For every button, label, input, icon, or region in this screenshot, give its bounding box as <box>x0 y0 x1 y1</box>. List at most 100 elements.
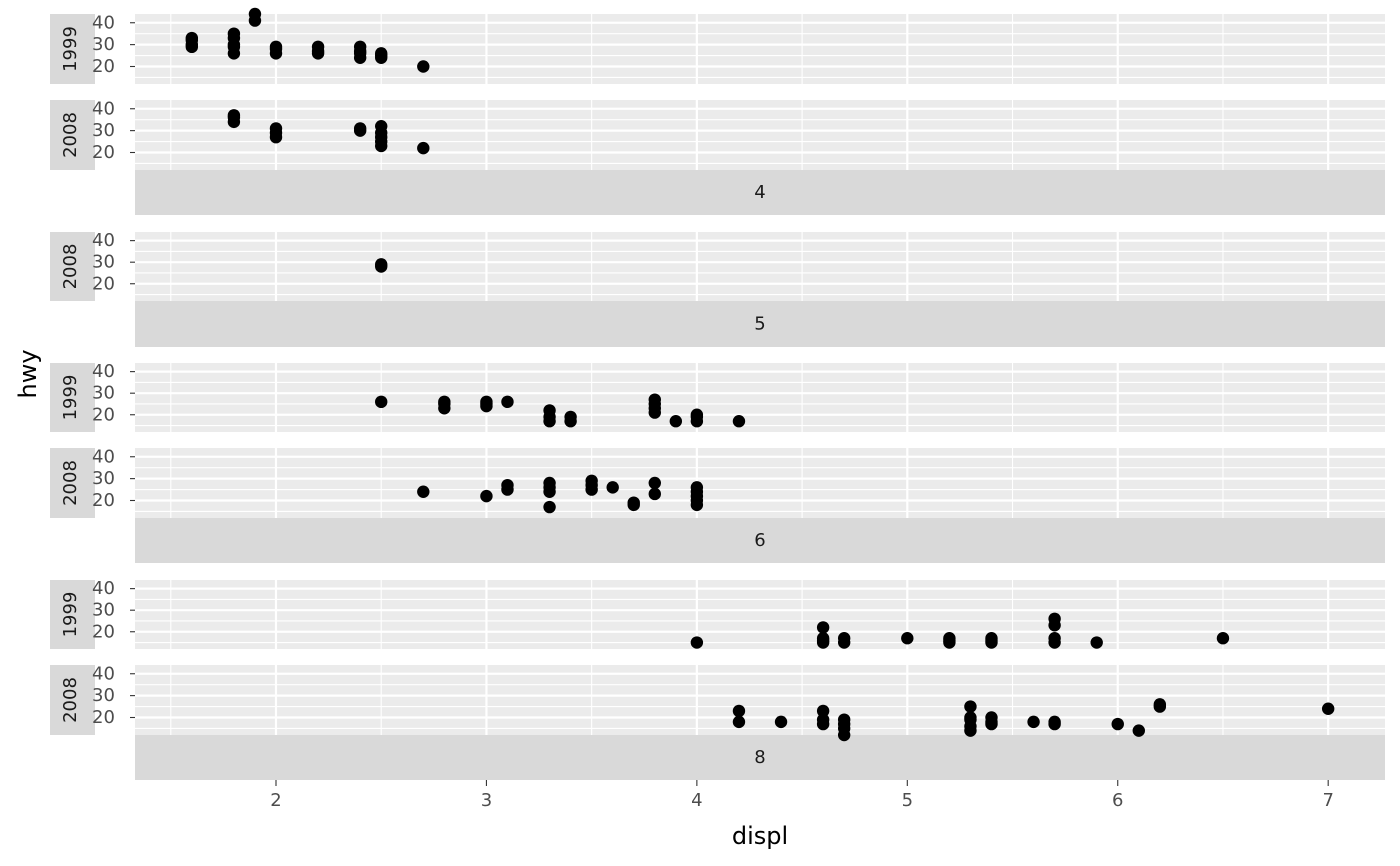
panel-background <box>135 665 1385 735</box>
year-strip-label: 1999 <box>60 592 81 638</box>
data-point <box>269 122 283 135</box>
data-point <box>669 415 683 428</box>
data-point <box>837 632 851 645</box>
x-tick-label: 5 <box>902 790 913 811</box>
data-point <box>438 395 451 409</box>
y-tick-label: 30 <box>92 383 115 404</box>
cyl-strip-6 <box>135 518 1385 563</box>
data-point <box>1321 702 1335 715</box>
y-tick-label: 20 <box>92 404 115 425</box>
y-axis-title: hwy <box>14 349 42 398</box>
data-point <box>1027 715 1040 729</box>
data-point <box>227 109 241 122</box>
year-strip-label: 2008 <box>60 677 81 723</box>
data-point <box>964 700 977 713</box>
data-point <box>1111 717 1124 731</box>
panel-background <box>135 363 1385 432</box>
y-tick-label: 30 <box>92 685 115 706</box>
y-tick-label: 40 <box>92 446 115 467</box>
data-point <box>732 715 746 729</box>
data-point <box>816 713 830 726</box>
x-tick-label: 7 <box>1322 790 1333 811</box>
data-point <box>901 632 914 645</box>
data-point <box>985 711 998 724</box>
data-point <box>1216 632 1230 645</box>
x-tick-label: 3 <box>481 790 492 811</box>
y-tick-label: 30 <box>92 252 115 273</box>
year-strip-label: 2008 <box>60 112 81 158</box>
y-tick-label: 30 <box>92 34 115 55</box>
x-tick-label: 6 <box>1112 790 1123 811</box>
data-point <box>543 404 556 417</box>
data-point <box>1048 632 1061 645</box>
data-point <box>648 476 661 490</box>
data-point <box>417 141 430 155</box>
data-point <box>311 40 325 54</box>
points-layer <box>185 7 1335 742</box>
data-point <box>564 410 577 424</box>
cyl-strip-label: 5 <box>754 314 765 335</box>
y-tick-label: 20 <box>92 490 115 511</box>
data-point <box>1090 636 1103 649</box>
year-strip-label: 2008 <box>60 460 81 506</box>
data-point <box>375 47 388 60</box>
data-point <box>732 704 746 718</box>
cyl-strip-5 <box>135 301 1385 347</box>
data-point <box>690 408 704 421</box>
data-point <box>543 500 556 514</box>
data-point <box>816 632 830 645</box>
data-point <box>248 7 262 21</box>
panel-background <box>135 14 1385 84</box>
cyl-strip-label: 8 <box>754 747 765 768</box>
data-point <box>985 632 998 645</box>
x-axis: 2 3 4 5 6 7 <box>270 780 1334 811</box>
data-point <box>417 485 430 498</box>
y-tick-label: 20 <box>92 707 115 728</box>
data-point <box>501 395 514 409</box>
data-point <box>269 40 283 54</box>
year-strip <box>50 665 95 735</box>
data-point <box>185 31 199 45</box>
data-point <box>774 715 788 729</box>
data-point <box>375 120 388 133</box>
y-tick-label: 30 <box>92 468 115 489</box>
year-strip <box>50 14 95 84</box>
data-point <box>627 496 640 509</box>
y-tick-label: 40 <box>92 98 115 119</box>
x-tick-label: 2 <box>270 790 281 811</box>
data-point <box>1048 612 1061 626</box>
panel-background <box>135 100 1385 170</box>
y-tick-label: 20 <box>92 142 115 163</box>
cyl-strip-label: 6 <box>754 530 765 551</box>
data-point <box>816 621 830 634</box>
data-point <box>648 393 661 406</box>
data-point <box>501 478 514 492</box>
data-point <box>606 481 619 494</box>
data-point <box>480 489 493 503</box>
year-strip-label: 1999 <box>60 26 81 72</box>
x-axis-title: displ <box>732 822 788 850</box>
panel-background <box>135 232 1385 301</box>
data-point <box>1132 724 1145 737</box>
y-tick-label: 30 <box>92 120 115 141</box>
data-point <box>480 395 493 409</box>
y-tick-label: 40 <box>92 12 115 33</box>
y-tick-label: 40 <box>92 230 115 251</box>
data-point <box>690 481 704 494</box>
year-strip-label: 1999 <box>60 375 81 421</box>
data-point <box>732 415 746 428</box>
cyl-strip-4 <box>135 170 1385 215</box>
y-tick-label: 40 <box>92 663 115 684</box>
y-tick-label: 40 <box>92 361 115 382</box>
data-point <box>353 40 367 54</box>
year-strip <box>50 100 95 170</box>
year-strip <box>50 232 95 301</box>
data-point <box>690 636 704 649</box>
y-tick-label: 30 <box>92 600 115 621</box>
